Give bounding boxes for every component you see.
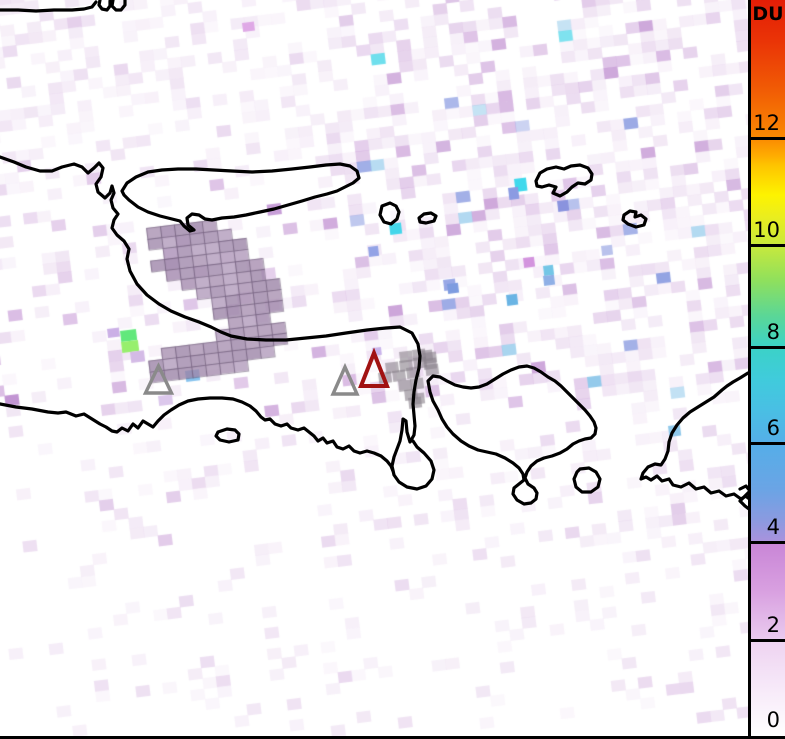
colorbar-label-10: 10: [753, 218, 780, 242]
map-area: [0, 0, 748, 739]
colorbar-tick-6: [751, 442, 785, 445]
coastline-kangean-island: [534, 163, 594, 198]
coastline-islet-flat: [417, 211, 438, 225]
volcano-west-marker: [142, 362, 175, 395]
colorbar-unit-label: DU: [752, 3, 784, 25]
colorbar-tick-8: [751, 346, 785, 349]
colorbar-label-4: 4: [766, 515, 780, 539]
coastline-islet-east: [621, 209, 648, 229]
colorbar-label-12: 12: [753, 111, 780, 135]
colorbar-tick-4: [751, 541, 785, 544]
coastline-nusa-penida: [572, 466, 602, 494]
coastline-madura-island: [120, 162, 361, 233]
coastline-islet-west: [378, 201, 401, 226]
coastline-top-islet-a: [97, 0, 112, 12]
colorbar-label-6: 6: [766, 416, 780, 440]
colorbar-label-0: 0: [766, 708, 780, 732]
coastline-java-north-east-coast: [0, 155, 436, 491]
coastline-south-islet: [214, 427, 241, 444]
coastline-layer: [0, 0, 748, 511]
coastline-lombok-coast: [639, 371, 748, 501]
volcano-middle-marker: [330, 362, 360, 396]
coastline-top-left-coast: [0, 0, 98, 13]
so2-pixel-field: [0, 0, 748, 739]
colorbar-tick-2: [751, 639, 785, 642]
coastline-bali-island: [426, 364, 598, 506]
colorbar-label-2: 2: [766, 613, 780, 637]
coastline-java-south-coast: [0, 396, 395, 473]
colorbar-tick-12: [751, 137, 785, 140]
map-bottom-frame: [0, 736, 785, 739]
coastline-top-islet-b: [110, 0, 127, 12]
colorbar: DU 12 10 8 6 4 2 0: [748, 0, 785, 739]
volcano-marker-layer: [142, 347, 390, 396]
colorbar-gradient: [751, 0, 785, 739]
coastline-lombok-inlet: [738, 484, 748, 511]
colorbar-tick-10: [751, 244, 785, 247]
volcano-active-marker: [358, 347, 390, 388]
colorbar-label-8: 8: [766, 320, 780, 344]
